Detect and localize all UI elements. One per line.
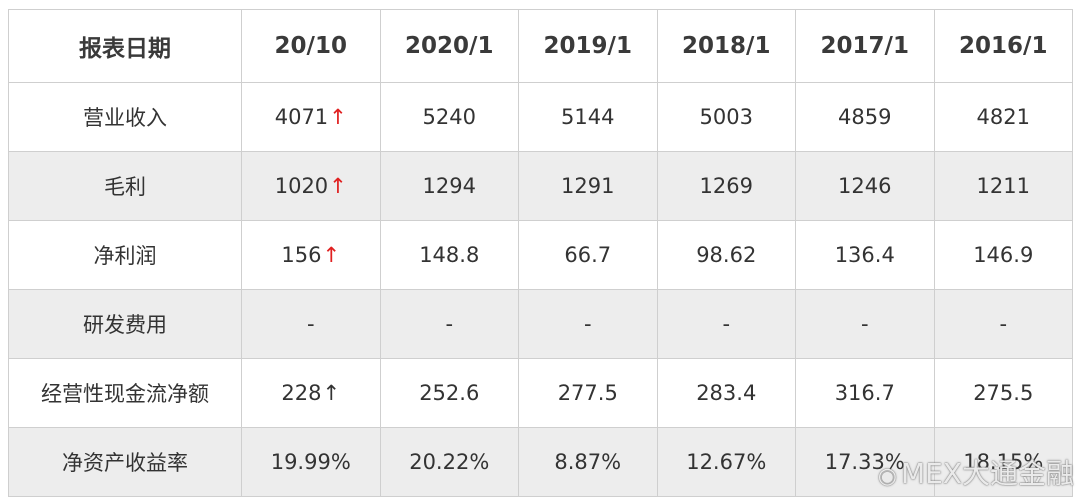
cell-value: - xyxy=(860,312,869,336)
table-cell: 275.5 xyxy=(933,358,1073,428)
table-cell: 252.6 xyxy=(379,358,519,428)
cell-value: 19.99% xyxy=(270,450,351,474)
row-label: 净资产收益率 xyxy=(8,427,242,497)
cell-value: 66.7 xyxy=(564,243,612,267)
table-cell: - xyxy=(656,289,796,359)
financial-table-container: 报表日期 20/10 2020/1 2019/1 2018/1 2017/1 2… xyxy=(8,9,1073,497)
table-cell: - xyxy=(518,289,658,359)
cell-value: 275.5 xyxy=(973,381,1034,405)
table-cell: 5240 xyxy=(379,82,519,152)
row-label: 营业收入 xyxy=(8,82,242,152)
cell-value: 228 xyxy=(281,381,322,405)
table-cell: 18.15% xyxy=(933,427,1073,497)
cell-value: 4821 xyxy=(976,105,1030,129)
header-cell-report-date: 报表日期 xyxy=(8,9,242,83)
up-arrow-icon: ↑ xyxy=(322,381,341,405)
cell-value: - xyxy=(306,312,315,336)
cell-value: 146.9 xyxy=(973,243,1034,267)
up-arrow-icon: ↑ xyxy=(329,174,347,198)
table-cell: 98.62 xyxy=(656,220,796,290)
table-row: 经营性现金流净额 228↑ 252.6 277.5 283.4 316.7 275.5 xyxy=(8,358,1073,428)
table-cell: 136.4 xyxy=(795,220,935,290)
row-label: 研发费用 xyxy=(8,289,242,359)
cell-value: 1211 xyxy=(976,174,1030,198)
table-row: 净利润 156↑ 148.8 66.7 98.62 136.4 146.9 xyxy=(8,220,1073,290)
table-cell: 5144 xyxy=(518,82,658,152)
table-cell: 20.22% xyxy=(379,427,519,497)
row-label: 毛利 xyxy=(8,151,242,221)
cell-value: 5003 xyxy=(699,105,753,129)
table-cell: 17.33% xyxy=(795,427,935,497)
header-cell-period: 2018/1 xyxy=(656,9,796,83)
table-cell: 4071↑ xyxy=(241,82,381,152)
header-cell-period: 2016/1 xyxy=(933,9,1073,83)
table-cell: 148.8 xyxy=(379,220,519,290)
table-cell: 277.5 xyxy=(518,358,658,428)
cell-value: 1269 xyxy=(699,174,753,198)
table-cell: 1291 xyxy=(518,151,658,221)
table-cell: - xyxy=(379,289,519,359)
up-arrow-icon: ↑ xyxy=(322,243,341,267)
table-row: 净资产收益率 19.99% 20.22% 8.87% 12.67% 17.33% 18.15… xyxy=(8,427,1073,497)
cell-value: 12.67% xyxy=(686,450,767,474)
table-cell: 66.7 xyxy=(518,220,658,290)
table-cell: 1211 xyxy=(933,151,1073,221)
table-cell: 156↑ xyxy=(241,220,381,290)
cell-value: 136.4 xyxy=(834,243,895,267)
cell-value: 1246 xyxy=(838,174,892,198)
cell-value: - xyxy=(583,312,592,336)
table-cell: - xyxy=(795,289,935,359)
table-row: 研发费用 - - - - - - xyxy=(8,289,1073,359)
cell-value: 5240 xyxy=(422,105,476,129)
table-cell: 19.99% xyxy=(241,427,381,497)
cell-value: 1291 xyxy=(561,174,615,198)
table-cell: - xyxy=(241,289,381,359)
cell-value: 4071 xyxy=(274,105,329,129)
table-cell: 228↑ xyxy=(241,358,381,428)
table-row: 毛利 1020↑ 1294 1291 1269 1246 1211 xyxy=(8,151,1073,221)
cell-value: 8.87% xyxy=(554,450,622,474)
table-cell: 1020↑ xyxy=(241,151,381,221)
cell-value: 316.7 xyxy=(834,381,895,405)
cell-value: 5144 xyxy=(561,105,615,129)
cell-value: 148.8 xyxy=(419,243,480,267)
cell-value: - xyxy=(445,312,454,336)
cell-value: - xyxy=(999,312,1008,336)
cell-value: 18.15% xyxy=(963,450,1044,474)
table-cell: 146.9 xyxy=(933,220,1073,290)
table-cell: 8.87% xyxy=(518,427,658,497)
cell-value: 4859 xyxy=(838,105,892,129)
table-cell: 283.4 xyxy=(656,358,796,428)
cell-value: 20.22% xyxy=(409,450,490,474)
cell-value: 98.62 xyxy=(696,243,757,267)
up-arrow-icon: ↑ xyxy=(329,105,347,129)
table-header-row: 报表日期 20/10 2020/1 2019/1 2018/1 2017/1 2… xyxy=(8,9,1073,83)
table-cell: 316.7 xyxy=(795,358,935,428)
table-cell: 4859 xyxy=(795,82,935,152)
table-row: 营业收入 4071↑ 5240 5144 5003 4859 4821 xyxy=(8,82,1073,152)
cell-value: 1294 xyxy=(422,174,476,198)
table-cell: - xyxy=(933,289,1073,359)
table-cell: 1269 xyxy=(656,151,796,221)
header-cell-period: 20/10 xyxy=(241,9,381,83)
header-cell-period: 2017/1 xyxy=(795,9,935,83)
table-cell: 1246 xyxy=(795,151,935,221)
cell-value: 277.5 xyxy=(557,381,618,405)
header-cell-period: 2020/1 xyxy=(379,9,519,83)
financial-table: 报表日期 20/10 2020/1 2019/1 2018/1 2017/1 2… xyxy=(8,9,1073,497)
table-cell: 12.67% xyxy=(656,427,796,497)
table-cell: 1294 xyxy=(379,151,519,221)
table-cell: 5003 xyxy=(656,82,796,152)
cell-value: - xyxy=(722,312,731,336)
table-cell: 4821 xyxy=(933,82,1073,152)
cell-value: 283.4 xyxy=(696,381,757,405)
row-label: 经营性现金流净额 xyxy=(8,358,242,428)
cell-value: 252.6 xyxy=(419,381,480,405)
header-cell-period: 2019/1 xyxy=(518,9,658,83)
cell-value: 156 xyxy=(281,243,322,267)
cell-value: 17.33% xyxy=(824,450,905,474)
row-label: 净利润 xyxy=(8,220,242,290)
cell-value: 1020 xyxy=(274,174,329,198)
